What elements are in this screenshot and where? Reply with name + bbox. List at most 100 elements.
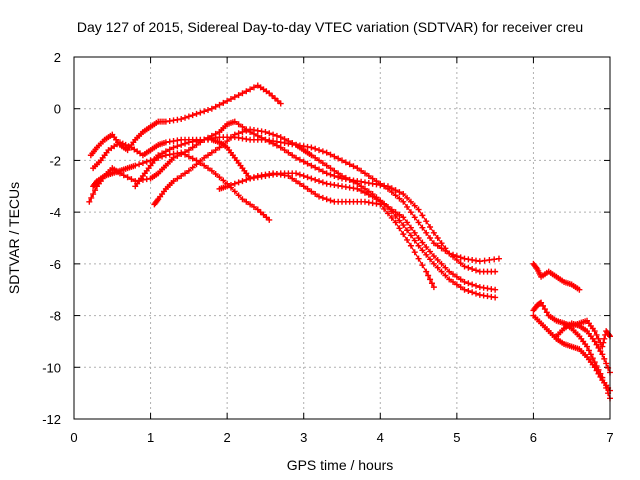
data-point — [239, 123, 246, 130]
data-point — [170, 178, 177, 185]
data-point — [216, 174, 223, 181]
data-point — [407, 209, 414, 216]
data-point — [178, 141, 185, 148]
data-point — [358, 183, 365, 190]
data-point — [266, 216, 273, 223]
data-point — [599, 351, 606, 358]
data-point — [427, 256, 434, 263]
data-point — [247, 175, 254, 182]
data-point — [243, 198, 250, 205]
data-point — [335, 155, 342, 162]
data-point — [319, 160, 326, 167]
data-point — [492, 268, 499, 275]
data-point — [400, 214, 407, 221]
data-point — [273, 132, 280, 139]
data-point — [296, 171, 303, 178]
data-point — [296, 180, 303, 187]
data-point — [346, 176, 353, 183]
data-point — [224, 180, 231, 187]
data-point — [243, 127, 250, 134]
data-point — [208, 167, 215, 174]
data-point — [220, 141, 227, 148]
data-point — [270, 131, 277, 138]
data-point — [392, 192, 399, 199]
data-point — [373, 194, 380, 201]
data-point — [430, 229, 437, 236]
data-point — [434, 242, 441, 249]
data-point — [384, 203, 391, 210]
data-point — [446, 268, 453, 275]
data-point — [296, 156, 303, 163]
data-point — [591, 338, 598, 345]
data-point — [465, 280, 472, 287]
data-point — [331, 167, 338, 174]
data-point — [201, 162, 208, 169]
data-point — [400, 191, 407, 198]
data-point — [400, 231, 407, 238]
data-point — [289, 175, 296, 182]
data-point — [316, 178, 323, 185]
data-point — [281, 147, 288, 154]
data-point — [423, 251, 430, 258]
data-point — [227, 184, 234, 191]
data-point — [323, 196, 330, 203]
data-point — [247, 201, 254, 208]
data-point — [415, 219, 422, 226]
data-point — [239, 178, 246, 185]
data-point — [419, 262, 426, 269]
data-point — [593, 341, 600, 348]
data-point — [281, 136, 288, 143]
data-point — [174, 143, 181, 150]
data-point — [308, 175, 315, 182]
data-point — [201, 108, 208, 115]
data-point — [381, 183, 388, 190]
data-point — [396, 225, 403, 232]
data-point — [143, 158, 150, 165]
data-point — [189, 164, 196, 171]
data-point — [185, 153, 192, 160]
data-point — [312, 164, 319, 171]
data-point — [316, 147, 323, 154]
data-point — [593, 367, 600, 374]
data-point — [239, 128, 246, 135]
data-point — [216, 101, 223, 108]
x-tick-label: 3 — [300, 430, 307, 445]
x-axis-label: GPS time / hours — [287, 457, 394, 473]
data-point — [495, 255, 502, 262]
data-point — [235, 130, 242, 137]
data-point — [316, 166, 323, 173]
data-point — [461, 263, 468, 270]
data-point — [538, 299, 545, 306]
data-point — [392, 187, 399, 194]
data-point — [601, 355, 608, 362]
data-point — [411, 237, 418, 244]
data-point — [377, 201, 384, 208]
data-point — [250, 174, 257, 181]
data-point — [128, 176, 135, 183]
y-tick-label: 2 — [54, 50, 61, 65]
data-point — [469, 281, 476, 288]
data-point — [411, 249, 418, 256]
data-point — [300, 172, 307, 179]
data-point — [227, 96, 234, 103]
y-tick-label: -6 — [49, 257, 61, 272]
data-point — [193, 110, 200, 117]
data-point — [227, 134, 234, 141]
data-point — [342, 159, 349, 166]
y-tick-label: -10 — [42, 360, 61, 375]
data-point — [354, 180, 361, 187]
data-point — [342, 174, 349, 181]
data-point — [170, 144, 177, 151]
data-point — [404, 236, 411, 243]
x-tick-label: 2 — [224, 430, 231, 445]
data-point — [543, 309, 550, 316]
data-point — [277, 134, 284, 141]
data-point — [450, 271, 457, 278]
data-point — [277, 144, 284, 151]
data-point — [205, 152, 211, 159]
data-point — [212, 147, 219, 154]
data-point — [601, 335, 608, 342]
data-point — [591, 328, 598, 335]
data-point — [151, 156, 158, 163]
